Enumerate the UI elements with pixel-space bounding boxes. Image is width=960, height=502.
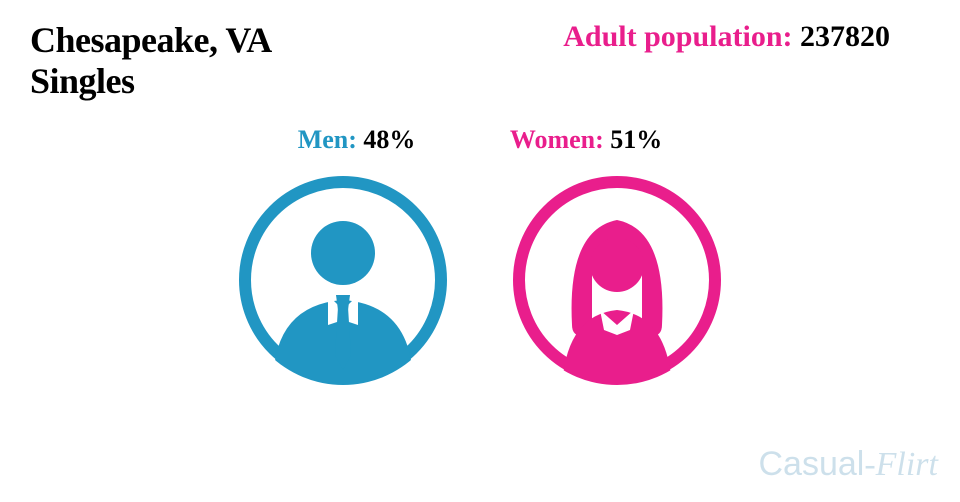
watermark-part2: -Flirt [864, 446, 938, 483]
watermark-part1: Casual [758, 445, 864, 483]
men-stat: Men: 48% [298, 125, 416, 155]
brand-watermark: Casual-Flirt [758, 445, 938, 484]
women-label: Women: [510, 125, 604, 154]
population-block: Adult population: 237820 [563, 20, 890, 54]
women-stat: Women: 51% [510, 125, 662, 155]
icons-row [0, 175, 960, 385]
population-value: 237820 [800, 20, 890, 53]
female-avatar-icon [512, 175, 722, 385]
population-label: Adult population: [563, 20, 792, 53]
stats-row: Men: 48% Women: 51% [0, 125, 960, 155]
male-avatar-icon [238, 175, 448, 385]
subtitle: Singles [30, 61, 930, 102]
men-value: 48% [363, 125, 415, 154]
men-label: Men: [298, 125, 357, 154]
women-value: 51% [610, 125, 662, 154]
